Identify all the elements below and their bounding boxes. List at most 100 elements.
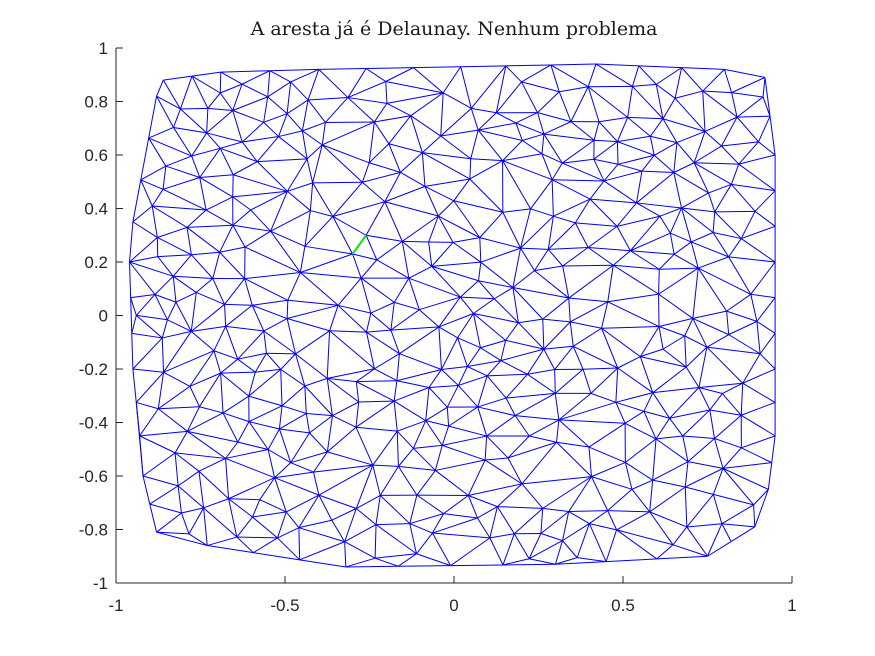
- mesh-edge: [267, 449, 276, 478]
- y-tick-label: 0.6: [84, 146, 108, 165]
- mesh-edge: [232, 225, 246, 248]
- mesh-edge: [220, 372, 250, 397]
- mesh-edge: [607, 510, 618, 531]
- mesh-edge: [478, 129, 523, 141]
- mesh-edge: [528, 533, 542, 559]
- mesh-edge: [148, 137, 192, 157]
- mesh-edge: [568, 510, 608, 513]
- mesh-edge: [175, 301, 192, 332]
- mesh-edge: [432, 513, 445, 534]
- mesh-edge: [702, 91, 706, 132]
- mesh-edge: [502, 558, 530, 566]
- mesh-layer: [129, 63, 776, 568]
- mesh-edge: [304, 377, 328, 387]
- mesh-edge: [290, 462, 314, 473]
- mesh-edge: [612, 250, 631, 266]
- mesh-edge: [298, 494, 320, 528]
- mesh-edge: [421, 152, 426, 187]
- mesh-edge: [274, 477, 287, 513]
- mesh-edge: [244, 246, 301, 273]
- mesh-edge: [232, 83, 243, 111]
- mesh-edge: [298, 527, 301, 560]
- mesh-edge: [570, 86, 589, 122]
- mesh-edge: [587, 86, 628, 118]
- mesh-edge: [675, 90, 703, 99]
- mesh-edge: [521, 476, 592, 485]
- mesh-edge: [570, 321, 602, 329]
- mesh-edge: [625, 462, 653, 481]
- mesh-edge: [237, 358, 256, 373]
- mesh-edge: [300, 272, 339, 306]
- mesh-edge: [431, 261, 481, 267]
- mesh-edge: [174, 452, 179, 486]
- mesh-edge: [300, 272, 362, 279]
- mesh-edge: [756, 321, 761, 354]
- mesh-edge: [329, 305, 339, 331]
- mesh-edge: [287, 182, 313, 192]
- mesh-edge: [130, 297, 133, 334]
- mesh-edge: [425, 420, 443, 446]
- mesh-edge: [708, 183, 732, 194]
- mesh-edge: [555, 561, 607, 565]
- mesh-edge: [267, 96, 288, 115]
- mesh-edge: [259, 477, 276, 500]
- mesh-edge: [278, 136, 308, 160]
- mesh-edge: [669, 233, 675, 255]
- mesh-edge: [370, 301, 395, 314]
- mesh-edge: [616, 226, 631, 251]
- mesh-edge: [442, 435, 487, 446]
- mesh-edge: [706, 334, 729, 348]
- mesh-edge: [304, 385, 307, 414]
- mesh-edge: [457, 313, 474, 339]
- mesh-edge: [522, 140, 543, 155]
- mesh-edge: [681, 207, 714, 233]
- mesh-edge: [442, 92, 472, 109]
- mesh-edge: [428, 215, 439, 243]
- mesh-edge: [224, 278, 246, 305]
- mesh-edge: [649, 136, 655, 156]
- mesh-edge: [728, 334, 761, 355]
- mesh-edge: [136, 314, 168, 321]
- mesh-edge: [396, 431, 399, 467]
- mesh-edge: [684, 486, 688, 527]
- mesh-edge: [278, 428, 292, 463]
- mesh-edge: [236, 536, 278, 539]
- mesh-edge: [659, 215, 671, 234]
- mesh-edge: [399, 326, 440, 355]
- mesh-edge: [327, 368, 375, 379]
- mesh-edge: [453, 200, 481, 238]
- mesh-edge: [690, 241, 699, 269]
- mesh-edge: [189, 350, 215, 387]
- mesh-edge: [326, 378, 333, 416]
- mesh-edge: [186, 209, 207, 228]
- axes-layer: -1 -0.5 0 0.5 1 1 0.8 0.6 0.4 0.2 0 -0.2 -0.4 -0.6 -0.…: [79, 39, 797, 615]
- mesh-edge: [534, 249, 549, 271]
- mesh-edge: [173, 126, 207, 134]
- mesh-edge: [731, 92, 764, 98]
- mesh-edge: [512, 270, 535, 288]
- mesh-edge: [457, 337, 468, 367]
- mesh-edge: [345, 565, 399, 568]
- mesh-edge: [190, 292, 197, 332]
- mesh-edge: [698, 256, 729, 269]
- mesh-edge: [487, 373, 528, 377]
- mesh-edge: [151, 205, 158, 238]
- y-tick-label: -0.6: [79, 467, 108, 486]
- mesh-edge: [624, 462, 633, 490]
- mesh-edge: [458, 375, 488, 386]
- mesh-edge: [494, 287, 514, 300]
- mesh-edge: [507, 457, 523, 485]
- mesh-edge: [741, 435, 776, 449]
- mesh-edge: [397, 420, 426, 432]
- mesh-edge: [714, 414, 742, 439]
- mesh-edge: [186, 227, 192, 255]
- mesh-edge: [625, 438, 657, 463]
- mesh-edge: [393, 400, 426, 422]
- mesh-edge: [173, 275, 213, 279]
- mesh-edge: [158, 406, 200, 410]
- mesh-edge: [329, 330, 367, 333]
- mesh-edge: [726, 311, 730, 335]
- mesh-edge: [408, 265, 433, 279]
- mesh-edge: [428, 369, 442, 388]
- mesh-edge: [617, 154, 655, 165]
